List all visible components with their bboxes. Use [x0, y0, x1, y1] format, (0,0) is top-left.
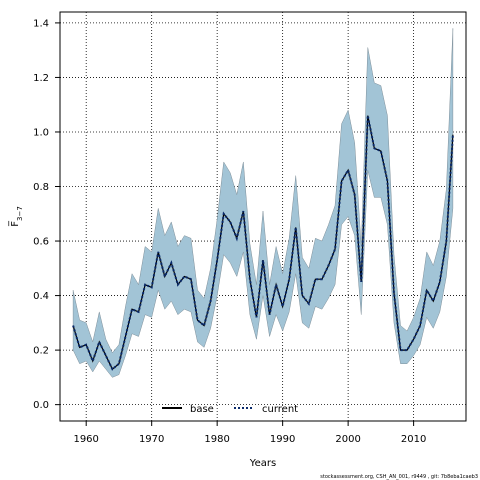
- x-tick-label: 2010: [401, 434, 426, 445]
- y-axis-label-subscript: 3−7: [16, 206, 24, 221]
- y-tick-label: 1.2: [33, 73, 49, 84]
- series-line-base: [72, 115, 454, 371]
- y-tick-label: 0.8: [33, 182, 49, 193]
- y-tick-label: 0.6: [33, 237, 49, 248]
- y-axis-label-main: F̅: [8, 220, 21, 227]
- x-axis: 1960 1970 1980 1990 2000 2010: [73, 421, 426, 445]
- y-tick-label: 1.4: [33, 18, 49, 29]
- y-tick-label: 0.2: [33, 346, 49, 357]
- y-tick-label: 1.0: [33, 127, 49, 138]
- y-axis: 0.0 0.2 0.4 0.6 0.8 1.0 1.2 1.4: [33, 18, 60, 411]
- x-tick-label: 1990: [270, 434, 295, 445]
- x-tick-label: 1960: [73, 434, 98, 445]
- x-axis-label: Years: [249, 458, 276, 469]
- y-tick-label: 0.0: [33, 400, 49, 411]
- footer-caption: stockassessment.org, CSH_AN_001, r9449 ,…: [320, 474, 478, 480]
- x-tick-label: 1970: [139, 434, 164, 445]
- y-tick-label: 0.4: [33, 291, 49, 302]
- confidence-band: [72, 28, 454, 378]
- x-tick-label: 2000: [335, 434, 360, 445]
- y-axis-label-group: F̅3−7: [8, 206, 24, 227]
- y-axis-label: F̅3−7: [8, 206, 24, 227]
- x-tick-label: 1980: [204, 434, 229, 445]
- legend-label-base: base: [190, 404, 214, 415]
- plot-frame: [59, 11, 467, 422]
- legend-label-current: current: [262, 404, 298, 415]
- legend: base current: [162, 404, 298, 415]
